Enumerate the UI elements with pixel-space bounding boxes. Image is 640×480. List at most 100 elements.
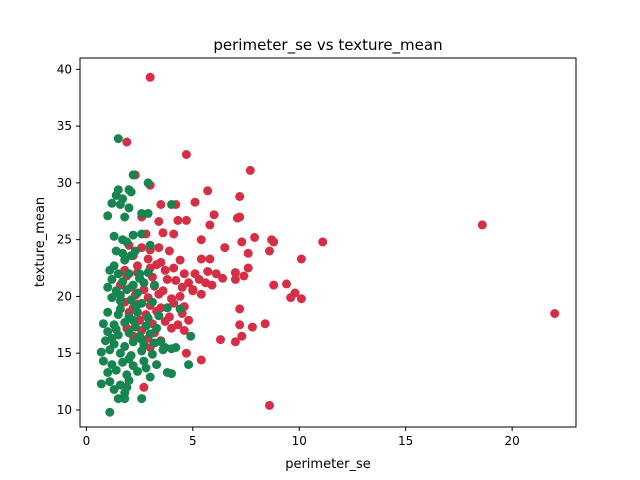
scatter-point-series1-58 (152, 323, 162, 333)
scatter-point-series1-27 (113, 269, 123, 279)
scatter-point-series1-88 (111, 365, 121, 375)
scatter-point-series1-61 (124, 328, 134, 338)
scatter-point-series1-45 (162, 303, 172, 313)
scatter-point-series1-12 (103, 211, 113, 221)
scatter-point-series0-24 (250, 232, 260, 242)
y-tick-label-3: 25 (57, 233, 72, 247)
scatter-point-series1-110 (118, 248, 128, 258)
scatter-point-series1-104 (115, 290, 125, 300)
scatter-point-series1-85 (152, 360, 162, 370)
scatter-point-series0-10 (190, 197, 200, 207)
scatter-point-series1-40 (107, 293, 117, 303)
y-tick-label-4: 30 (57, 176, 72, 190)
scatter-point-series0-34 (243, 248, 253, 258)
scatter-point-series0-84 (296, 294, 306, 304)
scatter-point-series0-97 (135, 315, 145, 325)
scatter-point-series0-50 (203, 267, 213, 276)
scatter-point-series0-81 (196, 289, 206, 299)
scatter-point-series0-27 (318, 237, 328, 247)
x-tick-label-3: 15 (398, 434, 413, 448)
scatter-point-series0-53 (243, 263, 253, 273)
scatter-point-series1-72 (105, 345, 115, 355)
scatter-point-series0-1 (122, 137, 132, 147)
scatter-point-series0-110 (237, 331, 247, 341)
chart-title: perimeter_se vs texture_mean (213, 36, 442, 55)
scatter-point-series1-19 (137, 229, 147, 239)
scatter-point-series0-120 (265, 400, 274, 410)
scatter-point-series1-63 (145, 329, 155, 339)
scatter-point-series1-18 (128, 230, 138, 240)
scatter-point-series1-102 (137, 394, 147, 404)
scatter-point-series1-107 (124, 354, 134, 364)
scatter-point-series1-80 (98, 356, 108, 366)
scatter-point-series1-32 (118, 277, 128, 287)
scatter-point-series1-101 (120, 394, 130, 404)
scatter-point-series0-103 (247, 322, 257, 332)
scatter-point-series1-68 (128, 337, 138, 347)
scatter-point-series1-25 (126, 251, 136, 261)
scatter-point-series0-20 (158, 228, 168, 238)
scatter-point-series0-3 (245, 165, 255, 175)
scatter-point-series1-97 (124, 375, 134, 385)
scatter-point-series0-52 (230, 268, 240, 278)
scatter-point-series0-47 (169, 263, 179, 273)
scatter-point-series1-98 (109, 385, 119, 394)
scatter-point-series0-46 (160, 265, 170, 275)
scatter-point-series0-37 (143, 254, 153, 264)
scatter-point-series0-72 (207, 280, 217, 290)
scatter-point-series1-7 (126, 187, 136, 197)
scatter-point-series0-62 (230, 274, 240, 284)
scatter-point-series0-108 (167, 323, 176, 333)
scatter-point-series1-114 (109, 261, 119, 271)
scatter-point-series0-39 (175, 255, 185, 265)
scatter-point-series0-117 (181, 348, 191, 358)
scatter-point-series1-71 (96, 347, 106, 357)
points-layer (96, 72, 560, 417)
scatter-point-series1-108 (107, 333, 117, 343)
x-tick-label-0: 0 (83, 434, 91, 448)
scatter-point-series0-51 (211, 269, 221, 279)
scatter-point-series0-23 (237, 237, 247, 247)
scatter-point-series0-77 (154, 289, 164, 299)
scatter-point-series0-83 (290, 288, 300, 298)
scatter-point-series1-106 (111, 324, 121, 334)
scatter-point-series1-52 (154, 311, 164, 321)
scatter-point-series1-21 (145, 240, 155, 250)
y-tick-label-5: 35 (57, 119, 72, 133)
scatter-point-series1-33 (128, 280, 138, 290)
scatter-point-series0-89 (169, 298, 179, 308)
scatter-point-series1-64 (186, 331, 196, 341)
scatter-point-series0-16 (173, 215, 183, 225)
scatter-point-series0-74 (282, 279, 291, 289)
scatter-point-series0-21 (169, 229, 179, 239)
plot-frame (79, 57, 577, 428)
scatter-point-series0-102 (235, 320, 245, 330)
scatter-point-series1-67 (120, 341, 130, 351)
scatter-point-series1-31 (107, 274, 117, 284)
scatter-point-series0-33 (220, 243, 230, 253)
scatter-point-series1-56 (130, 322, 140, 332)
scatter-point-series1-93 (167, 369, 176, 379)
scatter-point-series1-9 (115, 200, 125, 209)
scatter-point-series1-46 (175, 304, 185, 314)
scatter-point-series0-26 (269, 237, 279, 247)
scatter-point-series0-119 (139, 382, 149, 392)
scatter-point-series0-45 (152, 260, 162, 270)
scatter-point-series1-51 (143, 313, 153, 323)
scatter-point-series0-14 (235, 212, 245, 222)
scatter-point-series0-43 (133, 261, 142, 271)
scatter-point-series1-15 (143, 209, 153, 218)
scatter-point-series0-31 (154, 243, 164, 253)
scatter-point-series1-115 (128, 315, 138, 325)
scatter-point-series0-73 (269, 280, 279, 290)
scatter-point-series1-117 (160, 343, 170, 352)
y-tick-label-1: 15 (57, 346, 72, 360)
scatter-point-series1-14 (137, 209, 147, 218)
scatter-point-series0-109 (179, 326, 189, 335)
scatter-point-series1-2 (143, 178, 153, 188)
scatter-point-series1-28 (124, 269, 134, 279)
scatter-point-series0-61 (218, 273, 228, 283)
scatter-point-series1-95 (105, 377, 115, 387)
scatter-point-series1-87 (103, 368, 113, 377)
